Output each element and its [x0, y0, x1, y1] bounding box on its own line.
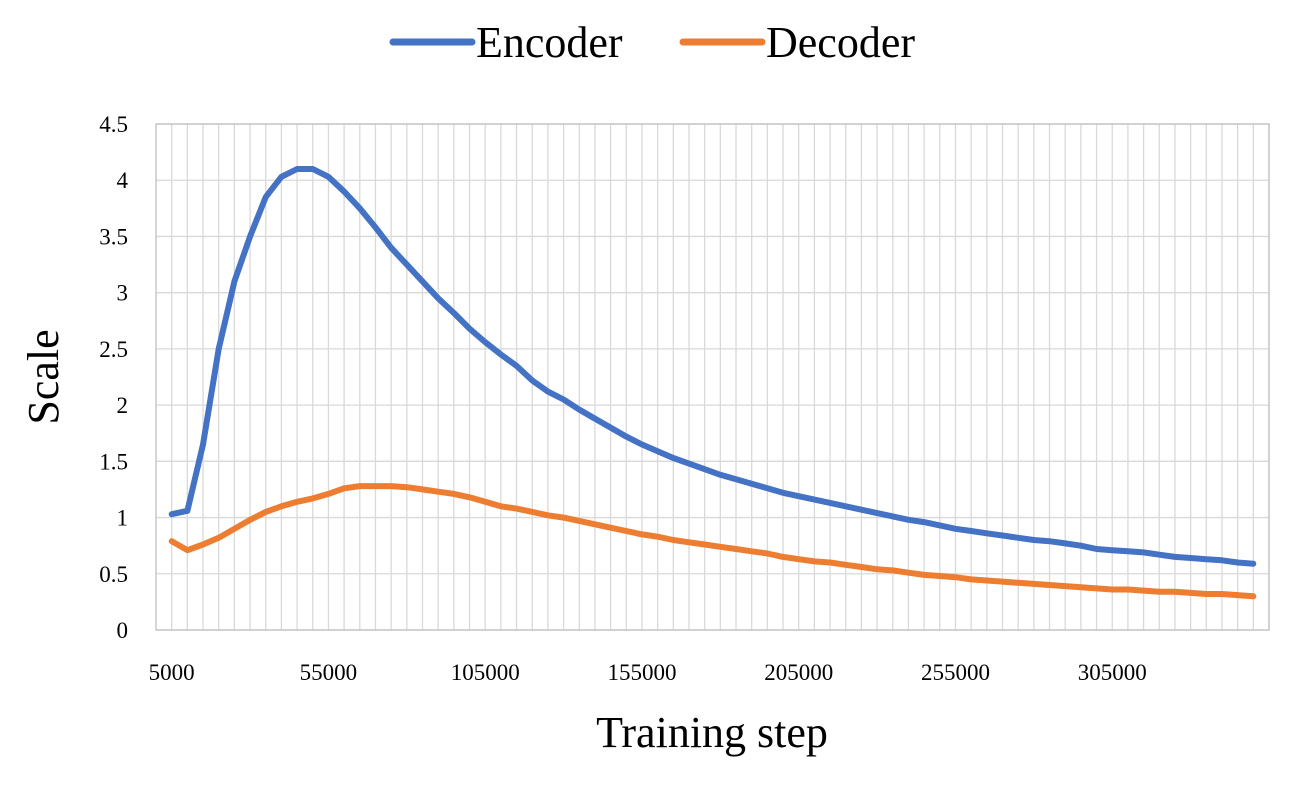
x-tick-label: 105000 — [451, 660, 520, 685]
x-axis-title: Training step — [596, 708, 828, 757]
legend-label-encoder: Encoder — [476, 18, 623, 67]
y-tick-label: 1.5 — [99, 449, 128, 474]
y-tick-label: 3.5 — [99, 224, 128, 249]
y-axis-title: Scale — [19, 329, 68, 424]
x-tick-label: 155000 — [607, 660, 676, 685]
legend-label-decoder: Decoder — [766, 18, 915, 67]
x-tick-label: 55000 — [300, 660, 358, 685]
series-line-decoder — [168, 483, 1257, 600]
series-layer — [168, 166, 1257, 600]
y-tick-label: 0 — [117, 618, 129, 643]
series-line-encoder — [168, 166, 1257, 567]
legend: Encoder Decoder — [389, 18, 915, 67]
x-tick-label: 305000 — [1078, 660, 1147, 685]
y-tick-label: 4.5 — [99, 112, 128, 137]
y-tick-label: 2.5 — [99, 337, 128, 362]
grid — [156, 123, 1270, 631]
x-tick-label: 205000 — [764, 660, 833, 685]
y-tick-label: 3 — [117, 281, 129, 306]
plot-area — [155, 123, 1270, 631]
y-tick-label: 0.5 — [99, 562, 128, 587]
x-tick-label: 255000 — [921, 660, 990, 685]
x-tick-label: 5000 — [149, 660, 195, 685]
y-tick-label: 2 — [117, 393, 129, 418]
y-axis-ticks: 0 0.5 1 1.5 2 2.5 3 3.5 4 4.5 — [99, 112, 128, 643]
x-axis-ticks: 5000 55000 105000 155000 205000 255000 305000 — [149, 660, 1147, 685]
y-tick-label: 4 — [117, 168, 129, 193]
y-tick-label: 1 — [117, 506, 129, 531]
